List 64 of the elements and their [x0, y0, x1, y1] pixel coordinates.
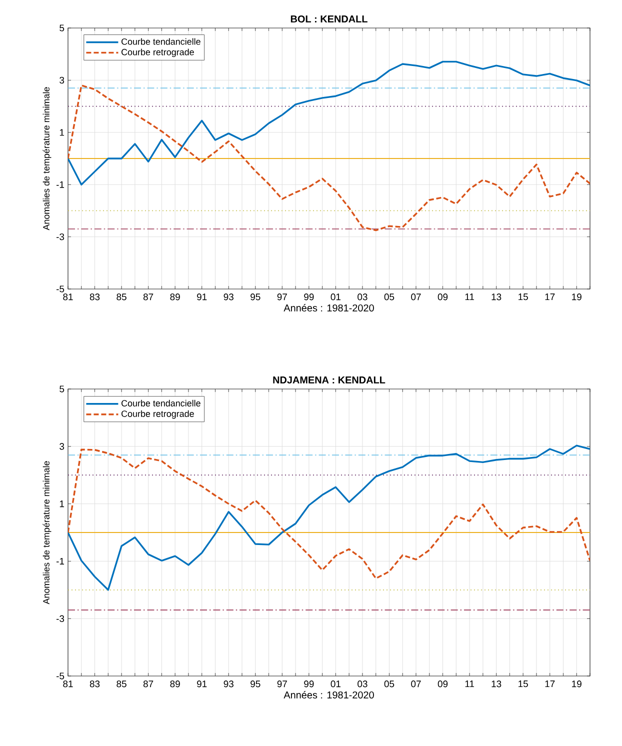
- x-tick-label: 95: [250, 294, 260, 300]
- legend-label: Courbe tendancielle: [122, 38, 200, 45]
- x-tick-label: 99: [304, 680, 314, 688]
- y-tick-label: 1: [60, 129, 64, 136]
- chart-title: BOL : KENDALL: [290, 15, 368, 22]
- y-tick-label: -3: [56, 615, 64, 622]
- y-tick-label: 1: [60, 500, 64, 508]
- x-tick-label: 13: [492, 680, 502, 688]
- y-tick-label: -3: [56, 233, 64, 240]
- y-tick-label: -5: [56, 286, 64, 292]
- x-tick-label: 89: [170, 294, 180, 300]
- x-tick-label: 81: [63, 294, 73, 300]
- x-tick-label: 89: [170, 680, 180, 688]
- x-tick-label: 97: [277, 680, 287, 688]
- x-axis-title: Années : 1981-2020: [284, 691, 374, 698]
- y-axis-title: Anomalies de température minimale: [42, 461, 52, 604]
- y-axis-title: Anomalies de température minimale: [42, 87, 52, 230]
- x-tick-label: 07: [411, 294, 421, 300]
- legend-label: Courbe retrograde: [122, 410, 194, 419]
- x-tick-label: 91: [197, 294, 207, 300]
- x-tick-label: 01: [330, 680, 340, 688]
- legend-label: Courbe tendancielle: [122, 400, 200, 406]
- x-tick-label: 97: [277, 294, 287, 300]
- x-axis-title: Années : 1981-2020: [284, 304, 374, 312]
- x-tick-label: 85: [116, 294, 126, 300]
- x-tick-label: 93: [224, 680, 234, 688]
- x-tick-label: 01: [330, 294, 340, 300]
- x-tick-label: 91: [197, 680, 207, 688]
- x-tick-label: 81: [63, 680, 73, 688]
- x-tick-label: 15: [518, 680, 528, 688]
- x-tick-label: 87: [143, 680, 154, 688]
- x-tick-label: 07: [411, 680, 421, 688]
- x-tick-label: 83: [90, 294, 100, 300]
- x-tick-label: 09: [438, 680, 448, 688]
- line-series: [68, 84, 590, 232]
- x-tick-label: 19: [572, 294, 582, 300]
- y-tick-label: 3: [60, 76, 64, 84]
- x-tick-label: 13: [492, 294, 502, 300]
- y-tick-label: -5: [56, 672, 64, 680]
- x-tick-label: 95: [250, 680, 260, 688]
- x-tick-label: 93: [224, 294, 234, 300]
- line-series: [68, 60, 590, 186]
- x-tick-label: 05: [384, 680, 394, 688]
- x-tick-label: 05: [384, 294, 394, 300]
- y-tick-label: -1: [56, 558, 64, 564]
- x-tick-label: 03: [358, 294, 368, 300]
- x-tick-label: 09: [438, 294, 448, 300]
- x-tick-label: 15: [518, 294, 528, 300]
- y-tick-label: 5: [60, 24, 64, 32]
- y-tick-label: 5: [60, 386, 64, 392]
- x-tick-label: 11: [465, 294, 474, 300]
- y-tick-label: 3: [60, 443, 64, 450]
- x-tick-label: 87: [143, 294, 154, 300]
- x-tick-label: 85: [116, 680, 126, 688]
- x-tick-label: 11: [465, 680, 474, 688]
- x-tick-label: 19: [572, 680, 582, 688]
- x-tick-label: 17: [545, 294, 555, 300]
- legend-label: Courbe retrograde: [122, 48, 194, 58]
- x-tick-label: 03: [358, 680, 368, 688]
- x-tick-label: 17: [545, 680, 555, 688]
- x-tick-label: 99: [304, 294, 314, 300]
- x-tick-label: 83: [90, 680, 100, 688]
- chart-title: NDJAMENA : KENDALL: [273, 376, 386, 384]
- y-tick-label: -1: [56, 181, 64, 188]
